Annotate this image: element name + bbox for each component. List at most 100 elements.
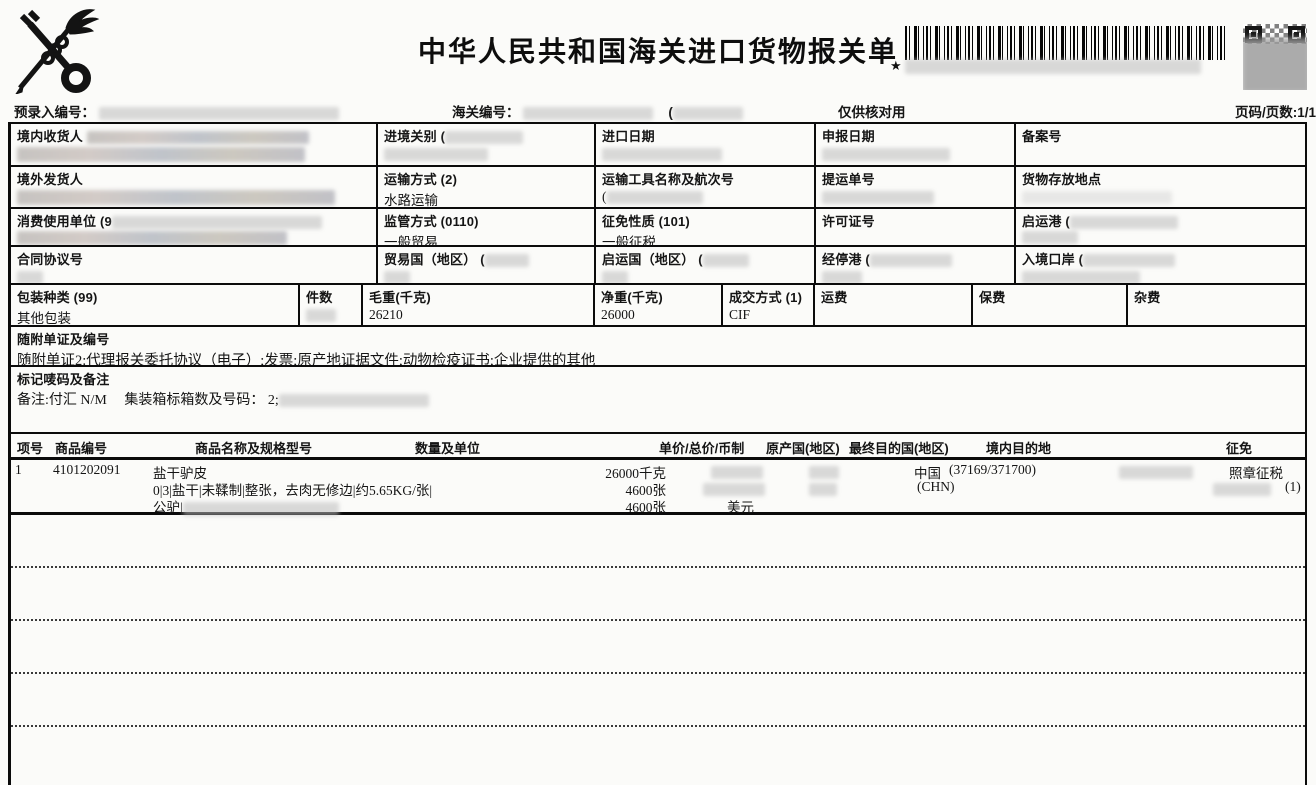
redacted-container-no: [278, 394, 429, 408]
overseas-shipper-label: 境外发货人: [17, 172, 84, 187]
field-departure-port: 启运港 (: [1016, 209, 1305, 245]
item-qty-2: 4600张: [625, 483, 667, 498]
field-record-no: 备案号: [1016, 124, 1305, 165]
field-attached-docs: 随附单证及编号 随附单证2:代理报关委托协议（电子）;发票;原产地证据文件;动物…: [11, 327, 1305, 365]
declaration-form: 境内收货人 进境关别 ( 进口日期 申报日期 备案号 境外发货人 运输方式 (2…: [8, 122, 1307, 785]
field-departure-country: 启运国（地区） (: [596, 247, 816, 283]
freight-label: 运费: [821, 290, 848, 305]
misc-fees-label: 杂费: [1134, 290, 1161, 305]
field-gross-weight: 毛重(千克) 26210: [363, 285, 595, 325]
item-currency: 美元: [727, 500, 754, 515]
redacted-departure-country-1: [702, 254, 749, 268]
departure-country-label: 启运国（地区）: [602, 252, 695, 267]
redacted-origin-country-2: [809, 483, 837, 497]
record-no-label: 备案号: [1022, 129, 1062, 144]
item-final-dest-country: 中国: [914, 466, 941, 481]
deal-terms-value: CIF: [729, 307, 751, 322]
transport-mode-label: 运输方式 (2): [384, 172, 458, 187]
redacted-entry-point-2: [1022, 271, 1140, 283]
paren: (: [602, 189, 607, 204]
redacted-trade-country-1: [484, 254, 529, 268]
redacted-departure-country-2: [602, 271, 628, 283]
net-weight-value: 26000: [601, 307, 635, 322]
col-price-currency: 单价/总价/币制: [659, 441, 745, 456]
redacted-item-spec: [182, 501, 339, 516]
redacted-levy-extra: [1213, 483, 1271, 497]
page-indicator: 页码/页数:1/1: [1235, 105, 1316, 120]
redacted-trade-country-2: [384, 271, 410, 283]
field-levy-nature: 征免性质 (101) 一般征税: [596, 209, 816, 245]
paren: (: [1078, 252, 1084, 267]
paren: (9: [100, 214, 112, 229]
pre-entry-label: 预录入编号：: [14, 105, 95, 120]
star-mark: ★: [890, 58, 902, 73]
field-overseas-shipper: 境外发货人: [11, 167, 378, 207]
net-weight-label: 净重(千克): [601, 290, 663, 305]
redacted-transit-port-2: [822, 271, 862, 283]
col-levy-exempt: 征免: [1226, 441, 1253, 456]
transit-port-label: 经停港: [822, 252, 862, 267]
contract-no-label: 合同协议号: [17, 252, 84, 267]
col-qty-unit: 数量及单位: [415, 441, 481, 456]
item-final-dest-code: (CHN): [917, 479, 955, 494]
bill-no-label: 提运单号: [822, 172, 875, 187]
customs-no-label: 海关编号：: [452, 105, 520, 120]
package-type-label: 包装种类 (99): [17, 290, 98, 305]
field-trade-country: 贸易国（地区） (: [378, 247, 596, 283]
redacted-pre-entry-value: [98, 106, 339, 120]
redacted-consumer-unit-1: [111, 216, 322, 230]
check-note: 仅供核对用: [838, 105, 906, 120]
redacted-entry-customs: [445, 131, 524, 145]
insurance-label: 保费: [979, 290, 1006, 305]
redacted-departure-port-1: [1069, 216, 1178, 230]
col-commodity-code: 商品编号: [55, 441, 108, 456]
redacted-declare-date: [822, 148, 950, 162]
paren: (: [668, 105, 673, 120]
field-license-no: 许可证号: [816, 209, 1016, 245]
item-row-1: 1 4101202091 盐干驴皮 0|3|盐干|未鞣制|整张，去肉无修边|约5…: [11, 460, 1305, 516]
redacted-departure-port-2: [1022, 231, 1078, 245]
field-import-date: 进口日期: [596, 124, 816, 165]
levy-nature-value: 一般征税: [602, 235, 656, 245]
import-date-label: 进口日期: [602, 129, 655, 144]
gross-weight-value: 26210: [369, 307, 403, 322]
blank-item-row: [11, 621, 1305, 674]
redacted-transit-port-1: [869, 254, 952, 268]
redacted-import-date: [602, 148, 722, 162]
field-package-type: 包装种类 (99) 其他包装: [11, 285, 300, 325]
package-type-value: 其他包装: [17, 311, 71, 325]
supervision-value: 一般贸易: [384, 235, 438, 245]
redacted-barcode-number: [905, 59, 1202, 75]
redacted-domestic-dest: [1119, 466, 1193, 480]
field-storage-place: 货物存放地点: [1016, 167, 1305, 207]
paren: (: [698, 252, 703, 267]
document-title: 中华人民共和国海关进口货物报关单: [417, 37, 898, 68]
redacted-customs-no-extra: [672, 106, 743, 120]
field-deal-terms: 成交方式 (1) CIF: [723, 285, 815, 325]
item-no: 1: [15, 462, 22, 477]
redacted-contract-no: [17, 271, 43, 283]
field-consignee: 境内收货人: [11, 124, 378, 165]
field-transport-mode: 运输方式 (2) 水路运输: [378, 167, 596, 207]
blank-item-row: [11, 568, 1305, 621]
field-marks-remarks: 标记唛码及备注 备注:付汇 N/M 集装箱标箱数及号码： 2;: [11, 367, 1305, 432]
redacted-entry-point-1: [1083, 254, 1176, 268]
gross-weight-label: 毛重(千克): [369, 290, 431, 305]
paren: (: [440, 129, 446, 144]
departure-port-label: 启运港: [1022, 214, 1062, 229]
paren: (: [480, 252, 485, 267]
transport-mode-value: 水路运输: [384, 193, 438, 207]
storage-place-label: 货物存放地点: [1022, 172, 1102, 187]
col-domestic-dest: 境内目的地: [986, 441, 1052, 456]
field-contract-no: 合同协议号: [11, 247, 378, 283]
field-entry-point: 入境口岸 (: [1016, 247, 1305, 283]
redacted-overseas-shipper: [17, 190, 335, 206]
attached-docs-label: 随附单证及编号: [17, 332, 110, 347]
items-header-row: 项号 商品编号 商品名称及规格型号 数量及单位 单价/总价/币制 原产国(地区)…: [11, 434, 1305, 460]
item-spec-line2: 公驴|: [153, 496, 339, 516]
blank-item-row: [11, 727, 1305, 780]
col-item-no: 项号: [17, 441, 44, 456]
item-domestic-dest: (37169/371700): [949, 462, 1036, 477]
redacted-total-price: [703, 483, 765, 497]
qr-code: [1243, 24, 1307, 90]
